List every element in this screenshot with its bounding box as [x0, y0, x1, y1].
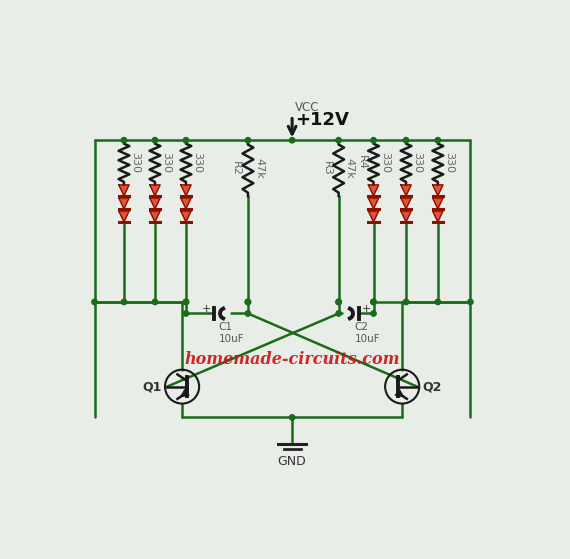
- Polygon shape: [181, 185, 191, 196]
- Circle shape: [435, 138, 441, 143]
- Polygon shape: [433, 185, 443, 196]
- Circle shape: [290, 138, 295, 143]
- Circle shape: [371, 299, 376, 305]
- Polygon shape: [401, 211, 411, 222]
- Polygon shape: [150, 198, 160, 209]
- Circle shape: [371, 299, 376, 305]
- Text: homemade-circuits.com: homemade-circuits.com: [184, 351, 400, 368]
- Polygon shape: [119, 211, 129, 222]
- Circle shape: [152, 138, 158, 143]
- Circle shape: [290, 415, 295, 420]
- Circle shape: [245, 138, 251, 143]
- Text: 330: 330: [380, 152, 390, 173]
- Text: C2
10uF: C2 10uF: [355, 322, 380, 344]
- Circle shape: [435, 299, 441, 305]
- Text: 330: 330: [412, 152, 422, 173]
- Circle shape: [245, 299, 251, 305]
- Circle shape: [336, 311, 341, 316]
- Polygon shape: [119, 198, 129, 209]
- Text: Q1: Q1: [142, 380, 162, 393]
- Polygon shape: [401, 198, 411, 209]
- Circle shape: [404, 138, 409, 143]
- Circle shape: [404, 299, 409, 305]
- Circle shape: [336, 299, 341, 305]
- Circle shape: [245, 299, 251, 305]
- Circle shape: [467, 299, 473, 305]
- Circle shape: [371, 138, 376, 143]
- Text: +: +: [202, 304, 211, 314]
- Circle shape: [183, 138, 189, 143]
- Circle shape: [183, 299, 189, 305]
- Polygon shape: [181, 211, 191, 222]
- Polygon shape: [368, 211, 378, 222]
- Polygon shape: [368, 185, 378, 196]
- Text: +12V: +12V: [295, 111, 349, 129]
- Text: Q2: Q2: [422, 380, 442, 393]
- Polygon shape: [181, 198, 191, 209]
- Text: R3: R3: [321, 161, 332, 176]
- Text: 330: 330: [192, 152, 202, 173]
- Circle shape: [121, 138, 127, 143]
- Text: +: +: [361, 304, 371, 314]
- Polygon shape: [433, 198, 443, 209]
- Circle shape: [121, 299, 127, 305]
- Text: GND: GND: [278, 455, 307, 468]
- Polygon shape: [150, 211, 160, 222]
- Text: VCC: VCC: [295, 101, 320, 115]
- Circle shape: [245, 311, 251, 316]
- Text: 330: 330: [130, 152, 140, 173]
- Circle shape: [336, 138, 341, 143]
- Text: 47k: 47k: [345, 158, 355, 179]
- Text: 47k: 47k: [254, 158, 264, 179]
- Polygon shape: [401, 185, 411, 196]
- Circle shape: [183, 299, 189, 305]
- Text: R4: R4: [356, 155, 367, 170]
- Polygon shape: [119, 185, 129, 196]
- Polygon shape: [433, 211, 443, 222]
- Polygon shape: [150, 185, 160, 196]
- Circle shape: [183, 311, 189, 316]
- Circle shape: [152, 299, 158, 305]
- Circle shape: [371, 311, 376, 316]
- Text: 330: 330: [444, 152, 454, 173]
- Circle shape: [336, 299, 341, 305]
- Text: C1
10uF: C1 10uF: [218, 322, 244, 344]
- Polygon shape: [368, 198, 378, 209]
- Text: 330: 330: [161, 152, 171, 173]
- Circle shape: [92, 299, 97, 305]
- Text: R2: R2: [231, 161, 241, 176]
